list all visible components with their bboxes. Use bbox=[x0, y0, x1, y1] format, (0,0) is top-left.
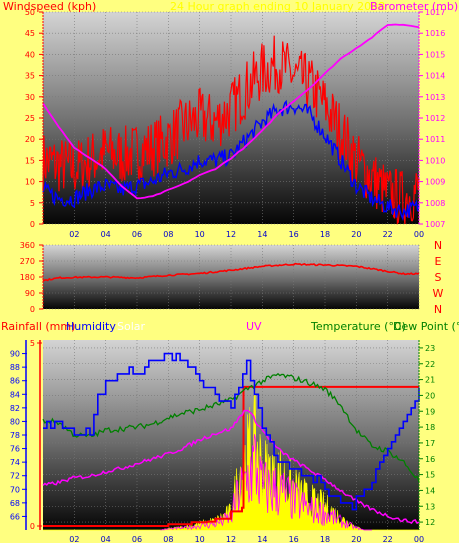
rain-tick-label: 5 bbox=[30, 339, 35, 348]
x-tick-label: 02 bbox=[69, 230, 79, 239]
direction-tick-label: 270 bbox=[20, 257, 35, 266]
humidity-tick-label: 90 bbox=[10, 350, 20, 359]
x-tick-label: 08 bbox=[163, 230, 173, 239]
wind-axis-title: Windspeed (kph) bbox=[3, 0, 96, 13]
x-tick-label: 02 bbox=[69, 535, 79, 543]
temp-tick-label: 21 bbox=[425, 376, 435, 385]
x-tick-label: 16 bbox=[289, 535, 299, 543]
wind-tick-label: 0 bbox=[30, 220, 35, 229]
temp-tick-label: 20 bbox=[425, 391, 435, 400]
direction-tick-label: 90 bbox=[25, 289, 35, 298]
humidity-tick-label: 66 bbox=[10, 512, 20, 521]
climate-plot-area bbox=[43, 340, 419, 530]
x-tick-label: 10 bbox=[195, 535, 205, 543]
temp-tick-label: 14 bbox=[425, 486, 435, 495]
temp-tick-label: 16 bbox=[425, 455, 435, 464]
x-tick-label: 06 bbox=[132, 230, 142, 239]
direction-tick-label: 360 bbox=[20, 241, 35, 250]
x-tick-label: 18 bbox=[320, 535, 330, 543]
baro-axis-title: Barometer (mb) bbox=[370, 0, 458, 13]
baro-tick-label: 1012 bbox=[425, 114, 445, 123]
humidity-tick-label: 88 bbox=[10, 363, 20, 372]
compass-label: N bbox=[434, 303, 442, 316]
baro-tick-label: 1007 bbox=[425, 220, 445, 229]
humidity-tick-label: 74 bbox=[10, 458, 20, 467]
compass-label: N bbox=[434, 239, 442, 252]
direction-tick-label: 0 bbox=[30, 305, 35, 314]
x-tick-label: 00 bbox=[414, 535, 424, 543]
x-tick-label: 22 bbox=[383, 230, 393, 239]
baro-tick-label: 1009 bbox=[425, 178, 445, 187]
temp-tick-label: 22 bbox=[425, 360, 435, 369]
baro-tick-label: 1010 bbox=[425, 156, 445, 165]
x-tick-label: 00 bbox=[414, 230, 424, 239]
wind-tick-label: 35 bbox=[25, 72, 35, 81]
x-tick-label: 08 bbox=[163, 535, 173, 543]
humidity-label: Humidity bbox=[66, 320, 116, 333]
x-tick-label: 12 bbox=[226, 535, 236, 543]
humidity-tick-label: 78 bbox=[10, 431, 20, 440]
baro-tick-label: 1014 bbox=[425, 72, 445, 81]
x-tick-label: 14 bbox=[257, 230, 267, 239]
wind-tick-label: 30 bbox=[25, 93, 35, 102]
humidity-tick-label: 86 bbox=[10, 377, 20, 386]
x-tick-label: 18 bbox=[320, 230, 330, 239]
solar-label: Solar bbox=[117, 320, 146, 333]
chart-subtitle: 24 Hour graph ending 10 January 2008 bbox=[170, 0, 385, 13]
humidity-tick-label: 82 bbox=[10, 404, 20, 413]
baro-tick-label: 1016 bbox=[425, 29, 445, 38]
rain-tick-label: 0 bbox=[30, 522, 35, 531]
rain-label: Rainfall (mm) bbox=[1, 320, 75, 333]
humidity-tick-label: 80 bbox=[10, 417, 20, 426]
wind-tick-label: 20 bbox=[25, 135, 35, 144]
x-tick-label: 20 bbox=[351, 535, 361, 543]
x-tick-label: 22 bbox=[383, 535, 393, 543]
uv-label: UV bbox=[246, 320, 262, 333]
wind-tick-label: 45 bbox=[25, 29, 35, 38]
x-tick-label: 04 bbox=[101, 230, 111, 239]
direction-tick-label: 180 bbox=[20, 273, 35, 282]
wind-tick-label: 5 bbox=[30, 199, 35, 208]
baro-tick-label: 1011 bbox=[425, 135, 445, 144]
x-tick-label: 04 bbox=[101, 535, 111, 543]
compass-label: W bbox=[433, 287, 444, 300]
humidity-tick-label: 76 bbox=[10, 445, 20, 454]
dewpoint-label: Dew Point (°C) bbox=[393, 320, 459, 333]
baro-tick-label: 1015 bbox=[425, 50, 445, 59]
x-tick-label: 06 bbox=[132, 535, 142, 543]
wind-tick-label: 40 bbox=[25, 50, 35, 59]
baro-tick-label: 1013 bbox=[425, 93, 445, 102]
compass-label: S bbox=[435, 271, 442, 284]
x-tick-label: 20 bbox=[351, 230, 361, 239]
temp-tick-label: 17 bbox=[425, 439, 435, 448]
temp-tick-label: 18 bbox=[425, 423, 435, 432]
humidity-tick-label: 68 bbox=[10, 499, 20, 508]
compass-label: E bbox=[435, 255, 442, 268]
wind-tick-label: 15 bbox=[25, 156, 35, 165]
x-tick-label: 12 bbox=[226, 230, 236, 239]
x-tick-label: 16 bbox=[289, 230, 299, 239]
x-tick-label: 10 bbox=[195, 230, 205, 239]
temp-tick-label: 23 bbox=[425, 344, 435, 353]
x-tick-label: 14 bbox=[257, 535, 267, 543]
wind-tick-label: 25 bbox=[25, 114, 35, 123]
temperature-label: Temperature (°C) bbox=[310, 320, 406, 333]
temp-tick-label: 15 bbox=[425, 471, 435, 480]
temp-tick-label: 19 bbox=[425, 407, 435, 416]
humidity-tick-label: 84 bbox=[10, 390, 20, 399]
temp-tick-label: 13 bbox=[425, 502, 435, 511]
baro-tick-label: 1008 bbox=[425, 199, 445, 208]
humidity-tick-label: 70 bbox=[10, 485, 20, 494]
temp-tick-label: 12 bbox=[425, 518, 435, 527]
wind-tick-label: 10 bbox=[25, 178, 35, 187]
humidity-tick-label: 72 bbox=[10, 472, 20, 481]
